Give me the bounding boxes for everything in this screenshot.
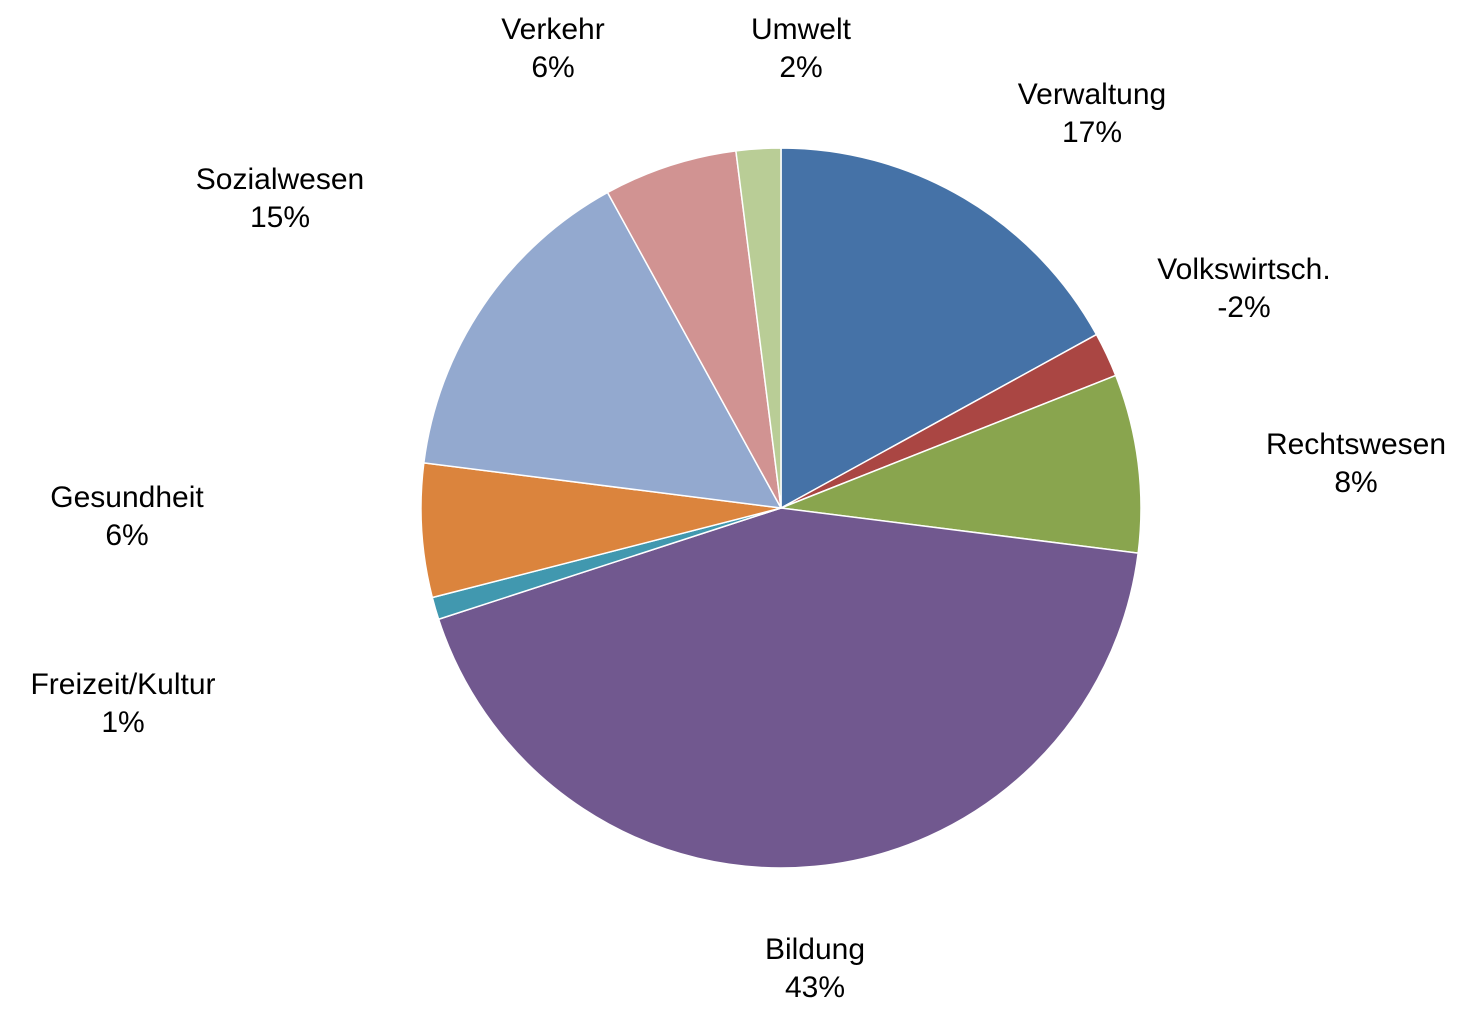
slice-value-label: 8% [1334,466,1377,499]
pie-slice [735,147,782,509]
slice-value-label: 6% [531,51,574,84]
slice-label: Volkswirtsch. [1157,253,1330,286]
slice-value-label: 2% [779,51,822,84]
slice-label: Gesundheit [50,481,204,514]
slice-value-label: 1% [101,706,144,739]
slice-label: Verkehr [501,13,604,46]
pie-slice [780,374,1142,554]
slice-label: Bildung [765,933,865,966]
slice-label: Sozialwesen [196,163,364,196]
pie-slice [437,507,1139,869]
pie-slice [780,147,1098,510]
slice-value-label: 6% [105,519,148,552]
slice-value-label: -2% [1217,291,1270,324]
slice-value-label: 43% [785,971,845,1004]
slice-label: Verwaltung [1018,78,1166,111]
pie-slice [606,150,782,509]
slice-value-label: 17% [1062,116,1122,149]
pie-slice [423,191,783,509]
slice-label: Freizeit/Kultur [30,668,215,701]
slice-value-label: 15% [250,201,310,234]
pie-slice [420,462,782,599]
slice-label: Rechtswesen [1266,428,1446,461]
slice-label: Umwelt [751,13,852,46]
